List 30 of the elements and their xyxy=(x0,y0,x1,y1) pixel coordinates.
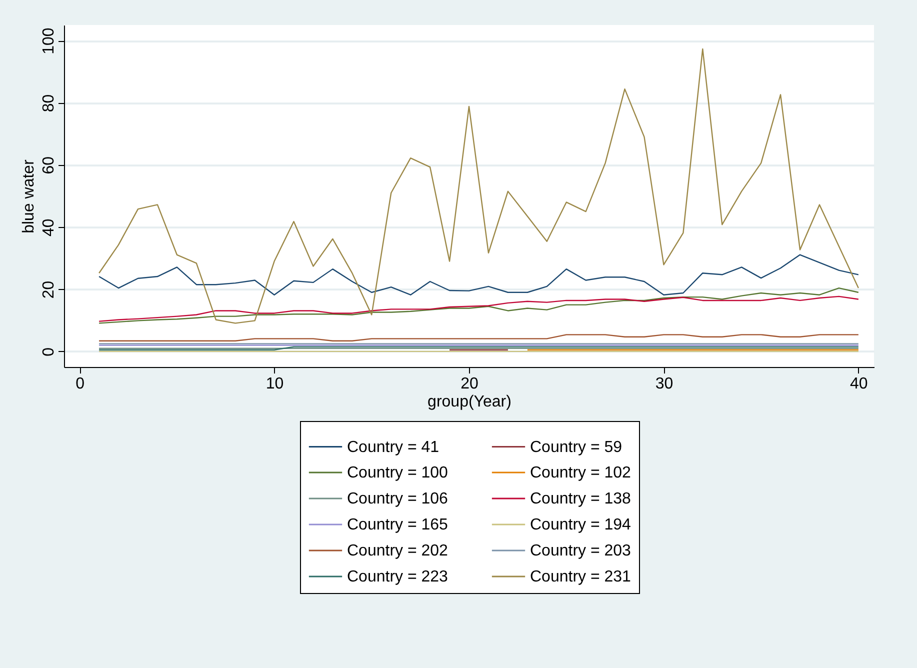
legend-label: Country = 194 xyxy=(530,516,632,534)
x-axis-title: group(Year) xyxy=(428,394,512,410)
line-series xyxy=(98,287,860,324)
legend-label: Country = 41 xyxy=(347,438,440,456)
legend-label: Country = 203 xyxy=(530,542,632,560)
legend-label: Country = 202 xyxy=(347,542,448,560)
y-tick-label: 100 xyxy=(40,28,58,54)
legend-label: Country = 231 xyxy=(530,568,632,586)
legend-label: Country = 102 xyxy=(530,464,632,482)
x-tick-label: 20 xyxy=(460,376,478,392)
legend-label: Country = 165 xyxy=(347,516,448,534)
legend-label: Country = 223 xyxy=(347,568,448,586)
y-tick-label: 60 xyxy=(40,156,58,174)
line-series xyxy=(98,48,860,324)
x-tick-label: 0 xyxy=(76,376,85,392)
y-tick-label: 80 xyxy=(40,94,58,112)
line-series xyxy=(98,334,860,342)
legend-label: Country = 106 xyxy=(347,490,448,508)
legend-label: Country = 59 xyxy=(530,438,622,456)
y-tick-label: 40 xyxy=(40,218,58,236)
x-tick-label: 10 xyxy=(266,376,284,392)
x-tick-label: 30 xyxy=(655,376,674,392)
legend-label: Country = 100 xyxy=(347,464,448,482)
line-series xyxy=(98,296,860,322)
legend-label: Country = 138 xyxy=(530,490,632,508)
y-tick-label: 20 xyxy=(40,280,58,299)
x-tick-label: 40 xyxy=(850,376,868,392)
line-series xyxy=(98,254,860,296)
y-tick-label: 0 xyxy=(40,347,58,356)
y-axis-title: blue water xyxy=(20,158,38,234)
